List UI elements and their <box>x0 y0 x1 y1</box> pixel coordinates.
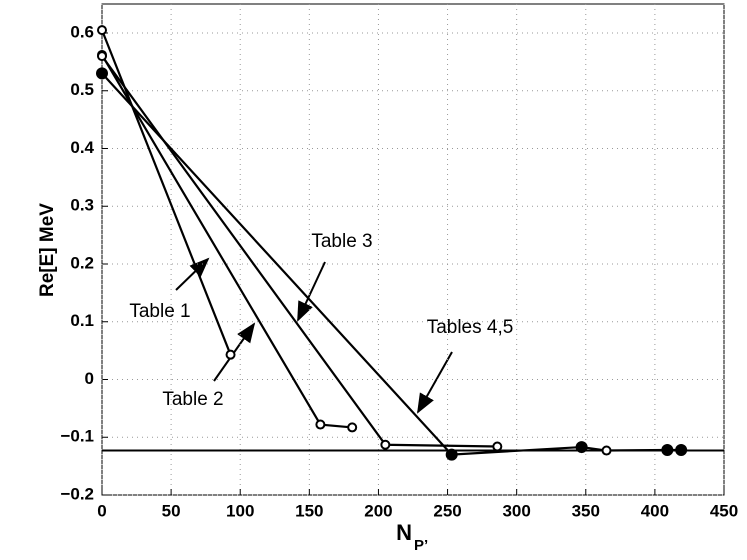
series-annotation: Tables 4,5 <box>427 317 514 338</box>
series-annotation: Table 1 <box>129 301 190 322</box>
data-point <box>380 439 391 450</box>
data-point <box>675 443 688 456</box>
y-tick-label: 0.1 <box>70 311 94 330</box>
data-point <box>661 443 674 456</box>
x-tick-label: 400 <box>641 501 669 520</box>
x-tick-label: 50 <box>162 501 181 520</box>
x-tick-label: 0 <box>97 501 106 520</box>
x-axis-label-sub: P’ <box>414 537 428 554</box>
y-tick-label: −0.1 <box>60 427 94 446</box>
data-point <box>225 349 236 360</box>
x-tick-label: 200 <box>364 501 392 520</box>
data-point <box>97 51 107 62</box>
data-point <box>347 422 358 433</box>
x-tick-label: 250 <box>433 501 461 520</box>
y-tick-label: 0.5 <box>70 80 94 99</box>
y-tick-label: 0.2 <box>70 253 94 272</box>
x-tick-label: 100 <box>226 501 254 520</box>
data-point <box>492 441 503 452</box>
data-point <box>575 441 588 454</box>
data-point <box>445 448 458 461</box>
y-tick-label: 0.4 <box>70 138 94 157</box>
series-annotation: Table 2 <box>162 389 223 410</box>
data-point <box>97 25 107 36</box>
y-axis-label: Re[E] MeV <box>37 203 58 297</box>
data-point <box>315 419 326 430</box>
x-tick-label: 350 <box>572 501 600 520</box>
x-axis-label: N <box>396 520 412 545</box>
y-tick-label: 0 <box>85 369 94 388</box>
y-tick-label: 0.3 <box>70 196 94 215</box>
y-tick-label: −0.2 <box>60 484 94 503</box>
y-tick-label: 0.6 <box>70 22 94 41</box>
data-point <box>96 67 108 80</box>
series-annotation: Table 3 <box>311 231 372 252</box>
plot-frame <box>101 3 725 496</box>
data-point <box>601 445 612 456</box>
x-tick-label: 150 <box>295 501 323 520</box>
x-tick-label: 450 <box>710 501 738 520</box>
x-tick-label: 300 <box>502 501 530 520</box>
